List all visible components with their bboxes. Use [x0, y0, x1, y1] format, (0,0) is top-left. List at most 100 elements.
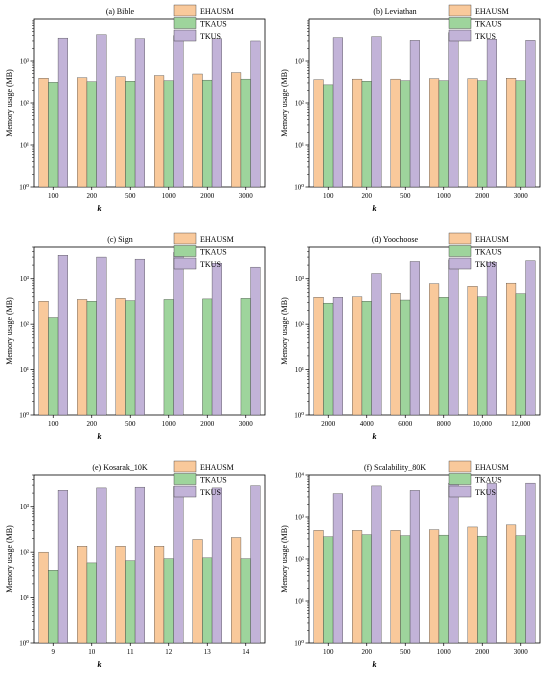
bar-ehausm-1000 — [154, 75, 165, 188]
bar-tkaus-100 — [48, 82, 59, 188]
bar-tkaus-11 — [125, 560, 136, 644]
x-tick-label: 200 — [87, 192, 98, 200]
chart-panel-1: 10⁰ 10¹ 10² 10³ 100 200 500 1000 2000 3000 k Memory… — [5, 4, 266, 213]
y-tick-label: 10³ — [20, 58, 29, 66]
bar-ehausm-11 — [115, 546, 126, 644]
bar-ehausm-8000 — [429, 283, 440, 416]
bar-ehausm-3000 — [231, 72, 242, 188]
y-tick-label: 10¹ — [295, 598, 304, 606]
legend-label-tkus: TKUS — [200, 260, 221, 269]
plot-frame — [33, 246, 266, 416]
legend-label-tkus: TKUS — [200, 32, 221, 41]
chart-panel-4: 10⁰ 10¹ 10² 10³ 2000 4000 6000 8000 10,000 12,000… — [280, 232, 541, 441]
legend-label-tkus: TKUS — [200, 488, 221, 497]
bar-tkus-100 — [332, 37, 343, 188]
y-axis-label: Memory usage (MB) — [280, 297, 289, 365]
legend-swatch-tkus — [448, 29, 472, 42]
y-tick-label: 10³ — [20, 503, 29, 511]
bar-tkus-200 — [96, 34, 107, 188]
bar-tkaus-8000 — [438, 297, 449, 416]
x-tick-label: 3000 — [239, 192, 254, 200]
bar-tkus-1000 — [173, 252, 184, 416]
chart-title: (a) Bible — [106, 7, 135, 16]
bar-tkaus-500 — [125, 81, 136, 188]
bar-tkus-13 — [211, 487, 222, 644]
bar-tkus-3000 — [250, 40, 261, 188]
bar-tkus-4000 — [371, 273, 382, 416]
bar-tkus-1000 — [448, 32, 459, 188]
bar-tkaus-500 — [125, 300, 136, 416]
bar-ehausm-12 — [154, 546, 165, 644]
legend-swatch-ehausm — [448, 232, 472, 245]
x-tick-label: 500 — [400, 648, 411, 656]
bar-tkus-12000 — [525, 260, 536, 416]
x-tick-label: 2000 — [475, 192, 490, 200]
bar-tkus-9 — [57, 490, 68, 644]
bar-tkus-2000 — [211, 263, 222, 416]
bar-ehausm-1000 — [429, 529, 440, 644]
y-tick-label: 10³ — [20, 275, 29, 283]
bar-tkaus-2000 — [477, 535, 488, 644]
bar-ehausm-500 — [115, 298, 126, 416]
bar-tkus-100 — [332, 493, 343, 644]
legend-swatch-tkaus — [448, 473, 472, 485]
bar-tkaus-3000 — [515, 535, 526, 644]
legend-swatch-tkaus — [173, 473, 197, 485]
bar-tkaus-12000 — [515, 293, 526, 416]
bar-tkaus-2000 — [202, 79, 213, 188]
x-tick-label: 2000 — [475, 648, 490, 656]
x-tick-label: 200 — [362, 648, 373, 656]
x-tick-label: 500 — [400, 192, 411, 200]
x-tick-label: 500 — [125, 192, 136, 200]
bar-ehausm-10000 — [467, 286, 478, 416]
bar-ehausm-500 — [115, 76, 126, 188]
bar-tkus-2000 — [486, 483, 497, 644]
x-axis-label: k — [373, 660, 377, 669]
bar-tkaus-1000 — [438, 80, 449, 188]
x-axis-label: k — [98, 660, 102, 669]
legend-swatch-tkaus — [173, 17, 197, 29]
bar-tkus-2000 — [332, 297, 343, 416]
bar-ehausm-4000 — [352, 296, 363, 416]
bar-ehausm-200 — [352, 530, 363, 644]
bar-tkaus-100 — [323, 84, 334, 188]
x-tick-label: 1000 — [162, 420, 177, 428]
bar-tkaus-200 — [86, 301, 97, 416]
bar-tkaus-200 — [361, 81, 372, 188]
x-tick-label: 3000 — [239, 420, 254, 428]
y-tick-label: 10⁴ — [295, 472, 305, 480]
x-tick-label: 4000 — [360, 420, 375, 428]
legend-swatch-ehausm — [173, 460, 197, 473]
bar-ehausm-500 — [390, 78, 401, 188]
legend-label-ehausm: EHAUSM — [200, 235, 234, 244]
legend-label-tkaus: TKAUS — [475, 248, 502, 257]
y-tick-label: 10⁰ — [19, 412, 29, 420]
bar-ehausm-500 — [390, 530, 401, 644]
y-axis-label: Memory usage (MB) — [280, 525, 289, 593]
bar-tkus-200 — [96, 256, 107, 416]
y-tick-label: 10¹ — [20, 142, 29, 150]
bar-ehausm-200 — [77, 299, 88, 416]
bar-ehausm-14 — [231, 537, 242, 644]
x-tick-label: 10,000 — [473, 420, 493, 428]
chart-panel-5: 10⁰ 10¹ 10² 10³ 9 10 11 12 13 14 k Memory usage (MB… — [5, 460, 266, 669]
bar-ehausm-6000 — [390, 293, 401, 416]
bar-tkaus-2000 — [477, 80, 488, 188]
bar-ehausm-10 — [77, 546, 88, 644]
bar-ehausm-200 — [352, 78, 363, 188]
bar-ehausm-9 — [38, 551, 49, 644]
bar-ehausm-3000 — [506, 78, 517, 188]
y-tick-label: 10³ — [295, 275, 304, 283]
bar-tkaus-3000 — [240, 78, 251, 188]
bar-tkus-11 — [134, 486, 145, 644]
bar-tkus-12 — [173, 486, 184, 644]
bar-tkus-3000 — [525, 482, 536, 644]
legend-label-ehausm: EHAUSM — [200, 7, 234, 16]
x-tick-label: 9 — [52, 648, 56, 656]
bar-tkaus-200 — [361, 534, 372, 644]
chart-title: (b) Leviathan — [373, 7, 416, 16]
legend-label-tkaus: TKAUS — [200, 476, 227, 485]
legend-swatch-tkus — [448, 485, 472, 498]
x-tick-label: 2000 — [200, 420, 215, 428]
